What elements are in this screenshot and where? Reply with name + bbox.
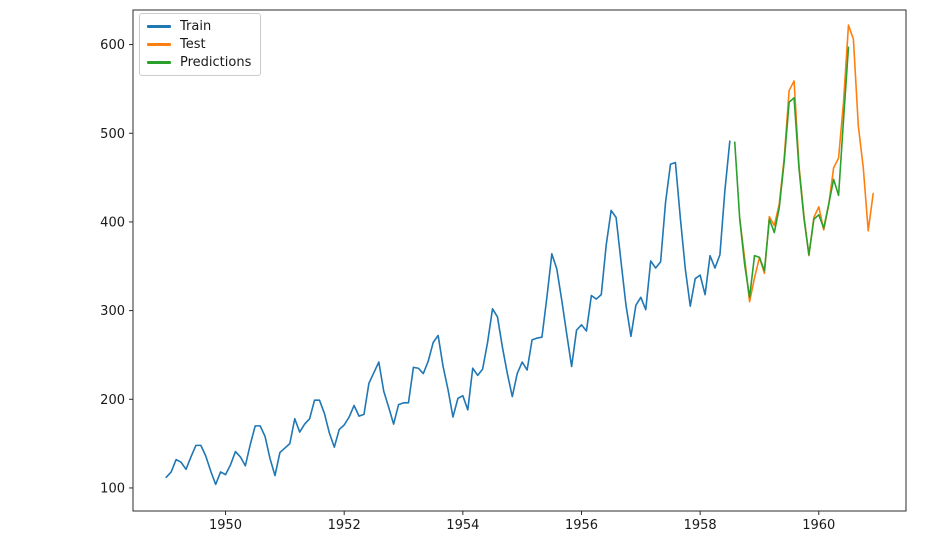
x-tick-label: 1954 (446, 518, 479, 533)
legend: Train Test Predictions (139, 13, 262, 76)
train-line (165, 140, 731, 486)
y-tick-label: 500 (100, 127, 125, 142)
x-tick-label: 1958 (684, 518, 717, 533)
y-tick-label: 100 (100, 481, 125, 496)
x-tick-label: 1960 (802, 518, 835, 533)
legend-item-test: Test (147, 37, 251, 52)
y-tick-label: 200 (100, 393, 125, 408)
legend-label-train: Train (180, 19, 212, 34)
legend-label-test: Test (180, 37, 206, 52)
train-line-swatch (147, 25, 171, 28)
legend-label-predictions: Predictions (180, 55, 252, 70)
y-tick-label: 400 (100, 215, 125, 230)
x-tick-label: 1956 (565, 518, 598, 533)
y-tick-label: 300 (100, 304, 125, 319)
plot-frame (132, 9, 907, 512)
x-tick-label: 1950 (209, 518, 242, 533)
legend-item-predictions: Predictions (147, 55, 251, 70)
legend-item-train: Train (147, 19, 251, 34)
test-line-swatch (147, 43, 171, 46)
predictions-line (733, 46, 850, 299)
y-tick-label: 600 (100, 38, 125, 53)
predictions-line-swatch (147, 61, 171, 64)
x-tick-label: 1952 (328, 518, 361, 533)
